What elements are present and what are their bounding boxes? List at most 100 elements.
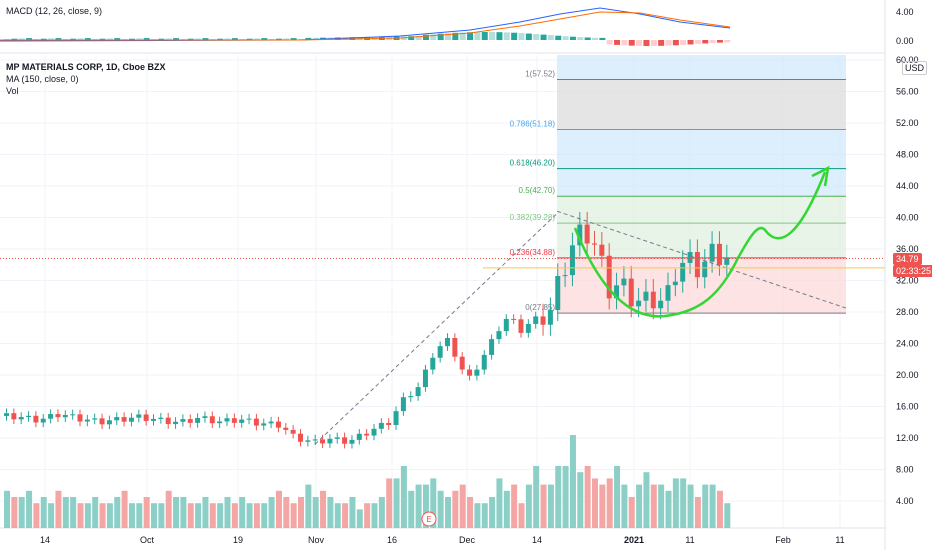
volume-bar — [187, 503, 194, 528]
price-tick-label: 4.00 — [896, 496, 914, 506]
macd-pane — [0, 7, 731, 46]
volume-bar — [106, 503, 113, 528]
volume-bar — [217, 503, 224, 528]
volume-bar — [547, 484, 554, 528]
candle-body — [709, 243, 715, 262]
fib-level-label: 0(27.85) — [525, 303, 555, 312]
price-tick-label: 56.00 — [896, 87, 919, 97]
candle-body — [55, 414, 61, 418]
volume-bar — [40, 497, 47, 528]
macd-histogram-bar — [525, 33, 532, 40]
macd-histogram-bar — [452, 32, 459, 40]
volume-bar — [180, 497, 187, 528]
macd-histogram-bar — [77, 38, 84, 40]
candle-body — [371, 428, 377, 436]
volume-bar — [614, 466, 621, 528]
volume-bar — [312, 497, 319, 528]
price-tick-label: 44.00 — [896, 181, 919, 191]
volume-bar — [658, 484, 665, 528]
macd-histogram-bar — [687, 40, 694, 45]
candle-body — [445, 337, 450, 347]
drawings[interactable]: E — [0, 165, 885, 527]
candle-body — [275, 421, 281, 428]
volume-bar — [680, 478, 687, 528]
candle-body — [518, 319, 524, 333]
ma-legend[interactable]: MA (150, close, 0) — [6, 74, 79, 84]
macd-histogram-bar — [99, 38, 106, 40]
currency-button[interactable]: USD — [902, 61, 928, 75]
candle-body — [437, 346, 443, 358]
candle-body — [636, 300, 642, 307]
candle-body — [716, 243, 722, 265]
candle-body — [628, 278, 634, 307]
macd-histogram-bar — [217, 38, 224, 40]
volume-bar — [320, 490, 327, 528]
macd-histogram-bar — [173, 38, 180, 40]
volume-bar — [231, 503, 238, 528]
candle-body — [4, 413, 9, 416]
volume-bar — [114, 497, 121, 528]
macd-histogram-bar — [518, 33, 525, 40]
macd-histogram-bar — [467, 32, 474, 40]
candle-body — [327, 438, 333, 444]
candle-body — [77, 414, 83, 422]
candle-body — [547, 310, 553, 325]
candle-body — [114, 417, 120, 421]
volume-bar — [518, 503, 525, 528]
volume-bar — [400, 466, 407, 528]
macd-histogram-bar — [672, 40, 679, 46]
macd-histogram-bar — [540, 34, 547, 40]
macd-histogram-bar — [665, 40, 672, 46]
volume-bar — [422, 484, 429, 528]
candle-body — [143, 414, 149, 421]
volume-bar — [445, 497, 451, 528]
candle-body — [48, 414, 54, 419]
volume-bar — [525, 484, 532, 528]
candle-body — [511, 318, 517, 320]
candle-body — [525, 323, 531, 333]
candle-body — [246, 418, 252, 420]
candle-body — [268, 421, 274, 424]
price-tick-label: 28.00 — [896, 307, 919, 317]
volume-bar — [48, 503, 55, 528]
candle-body — [364, 433, 370, 436]
volume-bar — [540, 484, 547, 528]
volume-bar — [364, 503, 371, 528]
macd-histogram-bar — [599, 37, 606, 40]
volume-bar — [643, 472, 650, 528]
candle-body — [26, 415, 32, 418]
macd-histogram-bar — [547, 35, 554, 40]
macd-histogram-bar — [702, 40, 709, 44]
volume-bar — [334, 503, 341, 528]
time-tick-label: 19 — [233, 535, 243, 545]
macd-histogram-bar — [445, 33, 451, 40]
volume-bar — [371, 503, 378, 528]
macd-histogram-bar — [55, 38, 62, 40]
volume-bar — [99, 503, 106, 528]
candle-body — [489, 339, 495, 355]
candle-body — [672, 281, 678, 286]
macd-legend[interactable]: MACD (12, 26, close, 9) — [6, 6, 103, 16]
fib-level-label: 0.5(42.70) — [519, 186, 556, 195]
candle-body — [99, 418, 105, 425]
symbol-title[interactable]: MP MATERIALS CORP, 1D, Cboe BZX — [6, 62, 166, 72]
candle-body — [577, 224, 583, 246]
macd-histogram-bar — [202, 38, 209, 40]
candle-body — [283, 427, 289, 430]
candle-body — [650, 291, 656, 309]
macd-histogram-bar — [114, 38, 121, 40]
time-tick-label: Nov — [308, 535, 325, 545]
price-tick-label: 20.00 — [896, 370, 919, 380]
candle-body — [18, 417, 24, 420]
volume-bar — [173, 497, 180, 528]
macd-histogram-bar — [261, 38, 268, 40]
macd-histogram-bar — [555, 35, 562, 40]
candle-body — [33, 415, 39, 423]
time-tick-label: Dec — [459, 535, 476, 545]
candle-body — [209, 416, 215, 424]
vol-legend[interactable]: Vol — [6, 86, 19, 96]
fibonacci-retracement[interactable]: 1(57.52) 0.786(51.18) 0.618(46.20) 0.5(42.7… — [510, 55, 846, 314]
macd-tick-label: 0.00 — [896, 36, 914, 46]
fib-zone — [557, 55, 846, 80]
